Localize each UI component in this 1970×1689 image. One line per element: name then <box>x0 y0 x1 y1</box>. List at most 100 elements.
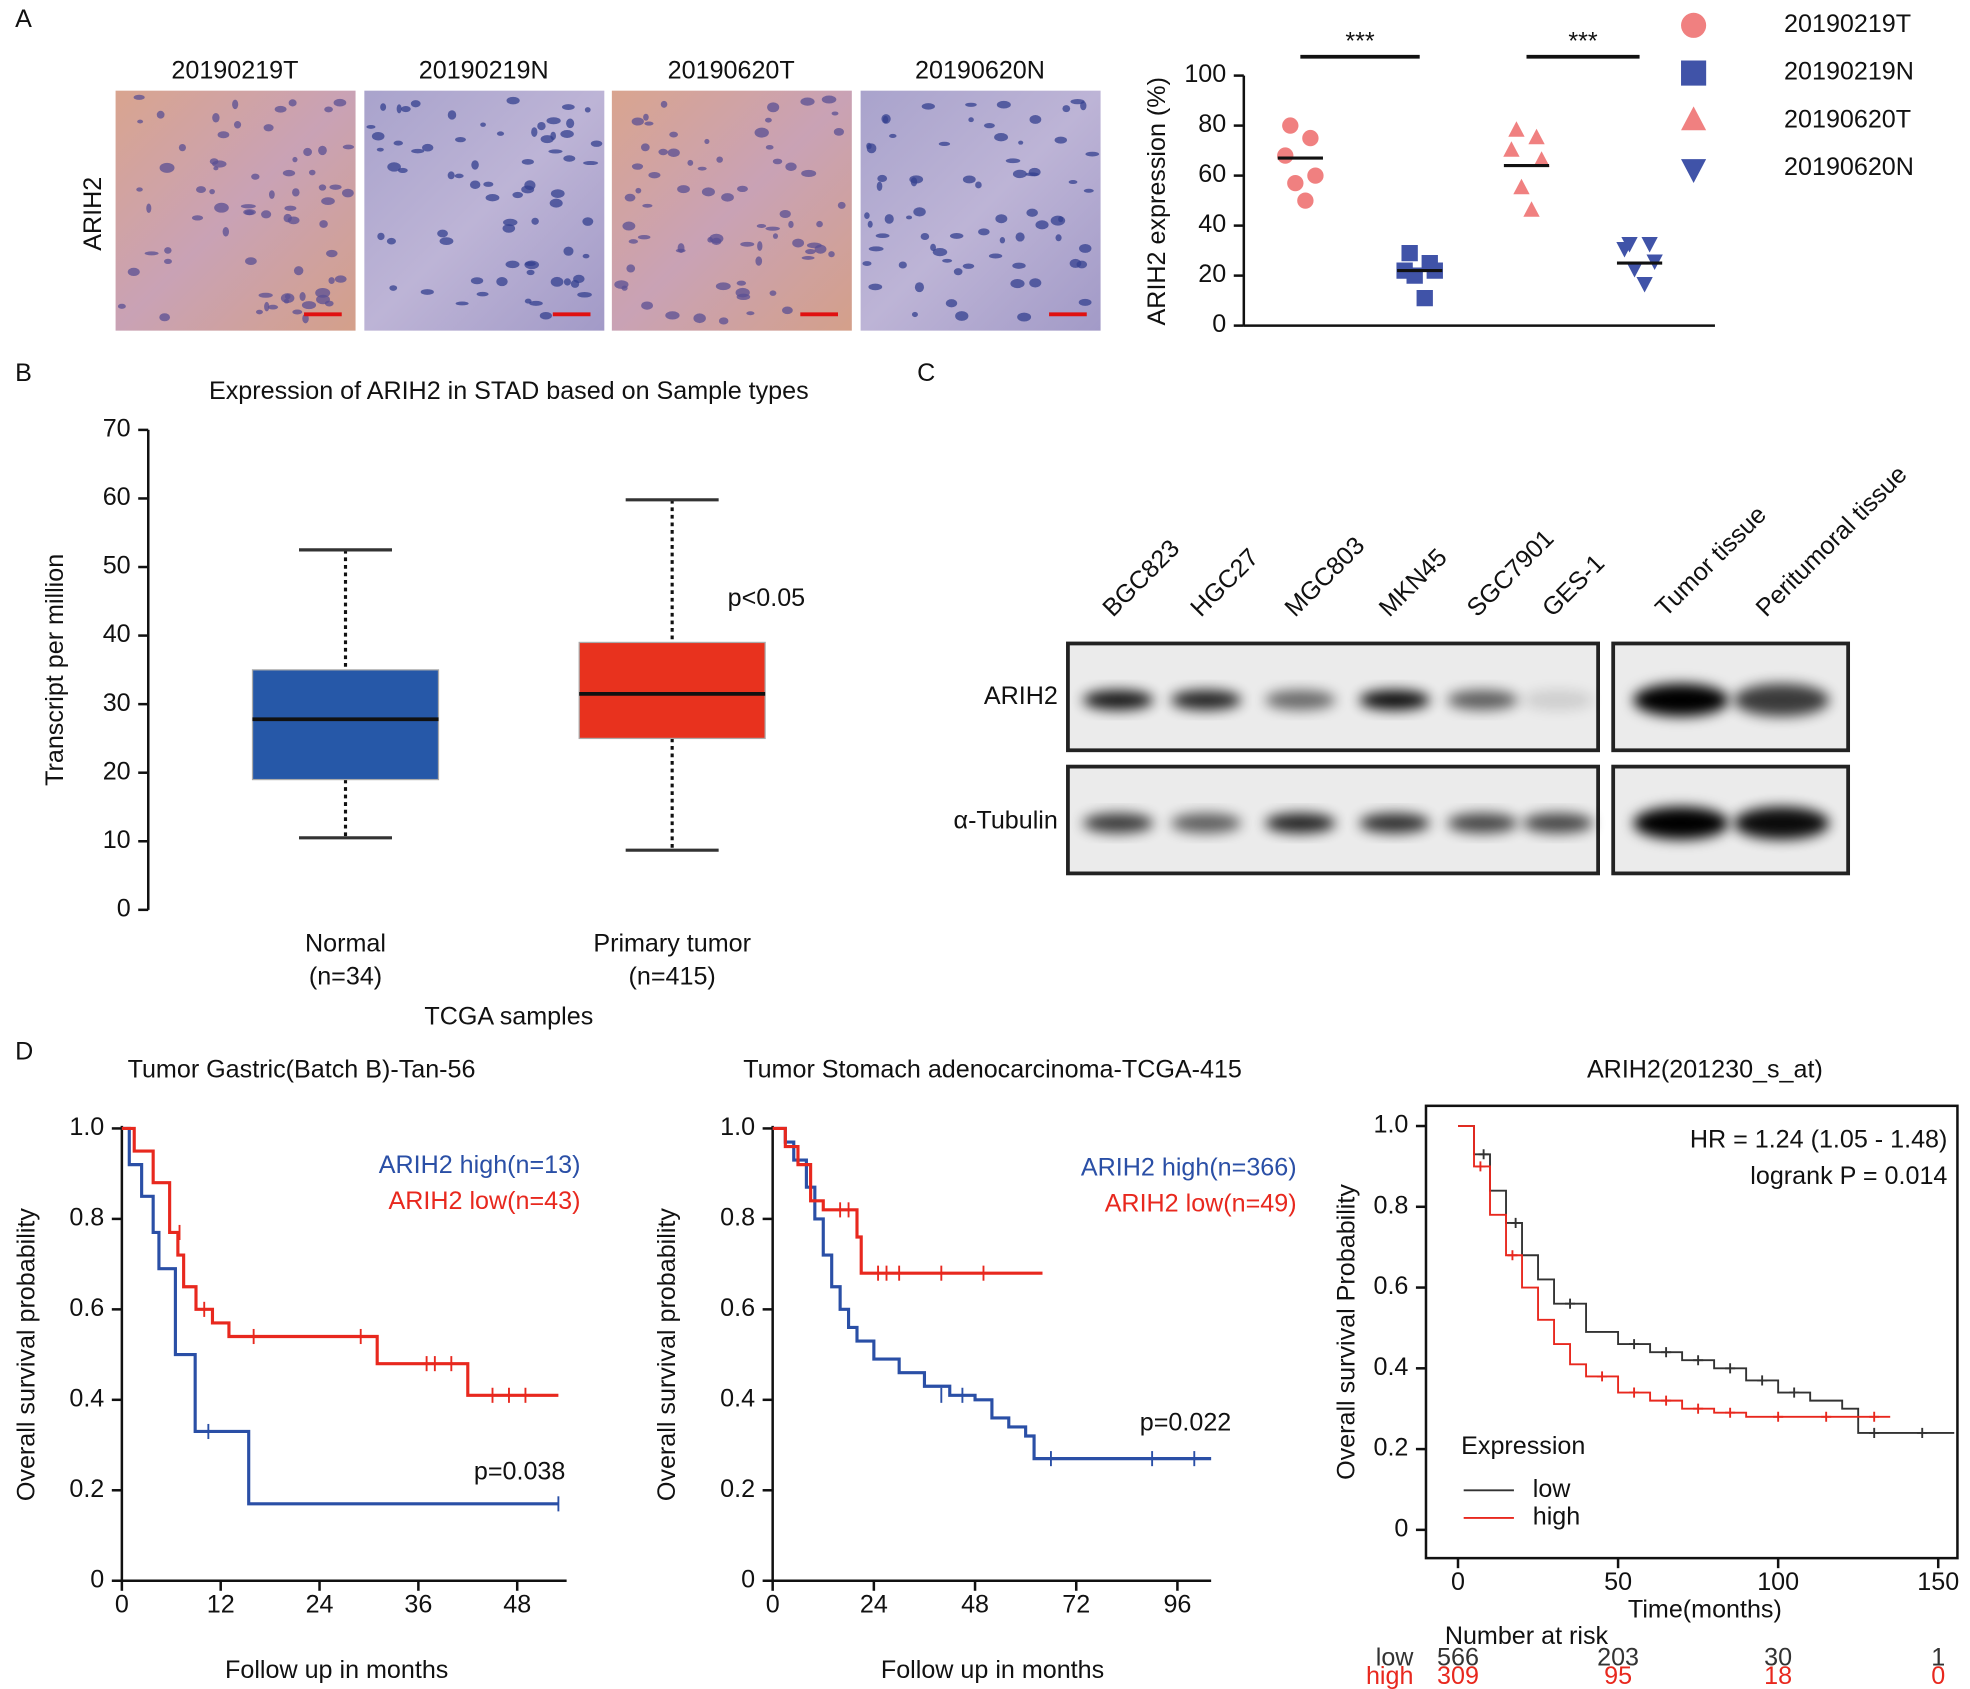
blot-band <box>1082 689 1154 711</box>
censor-mark <box>1821 1411 1832 1422</box>
blot-band <box>1633 683 1729 717</box>
nucleus <box>965 102 977 107</box>
nucleus <box>264 301 270 312</box>
nucleus <box>524 180 536 191</box>
nucleus <box>212 112 220 123</box>
nucleus <box>884 214 894 224</box>
nucleus <box>191 215 204 221</box>
nucleus <box>715 282 731 291</box>
nucleus <box>772 158 783 165</box>
nucleus <box>988 253 1003 259</box>
nucleus <box>447 110 457 120</box>
nucleus <box>400 105 411 113</box>
nucleus <box>144 251 159 256</box>
nucleus <box>949 232 964 239</box>
nucleus <box>333 98 347 107</box>
nucleus <box>377 232 385 241</box>
blot-band <box>1359 813 1430 834</box>
censor-mark <box>1725 1407 1736 1418</box>
x-tick-label: 0 <box>766 1591 780 1619</box>
y-tick-label: 1.0 <box>720 1113 755 1141</box>
nucleus <box>772 233 779 239</box>
nucleus <box>1078 298 1092 306</box>
nucleus <box>978 228 990 236</box>
nucleus <box>566 118 575 129</box>
nucleus <box>447 171 455 180</box>
y-tick-label: 0.4 <box>69 1384 104 1412</box>
nucleus <box>483 181 494 187</box>
nucleus <box>469 180 481 189</box>
nucleus <box>209 158 219 165</box>
x-tick-label: Normal <box>305 930 386 958</box>
row-label: ARIH2 <box>79 177 107 251</box>
nucleus <box>994 133 1009 142</box>
nucleus <box>867 220 873 228</box>
nucleus <box>767 102 780 113</box>
x-axis-title: Time(months) <box>1628 1596 1782 1624</box>
y-tick-label: 0.6 <box>69 1294 104 1322</box>
nucleus <box>376 147 384 152</box>
censor-mark <box>1661 1347 1672 1358</box>
lane-label: MKN45 <box>1374 543 1453 622</box>
nucleus <box>975 181 982 189</box>
nucleus <box>622 221 636 231</box>
blot-band <box>1082 813 1154 834</box>
nucleus <box>303 147 312 157</box>
nucleus <box>301 301 317 310</box>
nucleus <box>156 110 165 119</box>
nucleus <box>800 97 815 106</box>
y-tick-label: 100 <box>1184 60 1226 88</box>
nucleus <box>755 256 763 266</box>
blot-band <box>1633 806 1729 840</box>
legend-marker <box>1681 106 1707 131</box>
sample-label: 20190620T <box>668 56 795 84</box>
nucleus <box>496 277 508 287</box>
nucleus <box>735 287 750 298</box>
y-axis-title: ARIH2 expression (%) <box>1143 77 1171 325</box>
nucleus <box>550 189 565 198</box>
y-tick-label: 0 <box>1394 1514 1408 1542</box>
nucleus <box>911 311 918 318</box>
nucleus <box>914 282 925 293</box>
risk-count: 566 <box>1437 1643 1479 1671</box>
sample-label: 20190219T <box>171 56 298 84</box>
nucleus <box>1012 169 1027 179</box>
nucleus <box>814 244 827 254</box>
nucleus <box>862 261 872 266</box>
survival-curve <box>772 1126 1043 1275</box>
nucleus <box>164 247 172 254</box>
blot-band <box>1447 813 1518 834</box>
annotation: logrank P = 0.014 <box>1750 1162 1947 1190</box>
x-tick-label: 24 <box>860 1591 888 1619</box>
blot-band <box>1359 689 1430 711</box>
nucleus <box>644 121 654 126</box>
nucleus <box>782 306 793 315</box>
nucleus <box>439 237 454 246</box>
nucleus <box>913 207 926 217</box>
nucleus <box>420 289 434 295</box>
nucleus <box>506 96 520 105</box>
data-point <box>1282 117 1299 134</box>
nucleus <box>127 267 140 277</box>
y-tick-label: 0.4 <box>1373 1353 1408 1381</box>
nucleus <box>321 197 335 205</box>
nucleus <box>245 257 257 265</box>
nucleus <box>590 140 603 147</box>
y-axis-title: Transcript per million <box>41 554 69 786</box>
nucleus <box>397 167 408 174</box>
nucleus <box>531 127 538 137</box>
x-tick-label: 48 <box>503 1591 531 1619</box>
y-tick-label: 1.0 <box>1373 1111 1408 1139</box>
nucleus <box>318 145 327 156</box>
data-point <box>1533 151 1550 167</box>
nucleus <box>209 189 215 195</box>
nucleus <box>287 216 300 225</box>
y-tick-label: 0.2 <box>720 1475 755 1503</box>
x-tick-label: 72 <box>1062 1591 1090 1619</box>
histology-image <box>611 90 852 331</box>
y-tick-label: 50 <box>103 552 131 580</box>
censor-mark <box>1478 1149 1489 1160</box>
nucleus <box>635 187 642 194</box>
nucleus <box>876 181 883 192</box>
data-point <box>1416 289 1433 307</box>
